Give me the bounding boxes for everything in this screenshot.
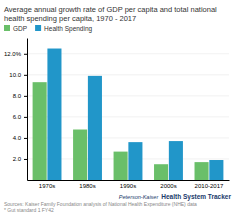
- x-axis: 1970s 1980s 1990s 2000s 2010-2017: [28, 180, 230, 189]
- bar: [88, 76, 102, 180]
- source: Sources: Kaiser Family Foundation analys…: [4, 201, 198, 213]
- y-tick-mark: [24, 75, 27, 76]
- bar: [169, 141, 183, 180]
- x-tick: 1990s: [120, 180, 136, 189]
- y-tick-mark: [24, 54, 27, 55]
- y-tick-label: 4.0: [13, 135, 22, 141]
- bar: [154, 164, 168, 180]
- y-tick-label: 8.0: [13, 93, 22, 99]
- y-tick-mark: [24, 159, 27, 160]
- x-tick-label: 2000s: [160, 183, 176, 189]
- y-tick-mark: [24, 117, 27, 118]
- title-line: health spending per capita, 1970 - 2017: [4, 14, 136, 23]
- x-tick-label: 1980s: [79, 183, 95, 189]
- bar: [195, 162, 209, 180]
- x-tick-label: 1970s: [39, 183, 55, 189]
- y-axis: 2.0 4.0 6.0 8.0 10.0 12.0%: [4, 39, 28, 181]
- bar: [128, 142, 142, 180]
- y-tick-label: 12.0%: [4, 51, 22, 57]
- y-tick-label: 6.0: [13, 114, 22, 120]
- y-tick-label: 2.0: [13, 156, 22, 162]
- x-tick: 2000s: [160, 180, 176, 189]
- x-tick-label: 1990s: [120, 183, 136, 189]
- y-tick: 6.0: [13, 114, 27, 120]
- chart-container: Average annual growth rate of GDP per ca…: [0, 0, 235, 215]
- bars: [33, 49, 224, 180]
- legend-label: GDP: [13, 25, 27, 32]
- bar: [114, 152, 128, 180]
- y-tick: 10.0: [9, 72, 27, 78]
- title-line: Average annual growth rate of GDP per ca…: [4, 5, 219, 14]
- bar: [47, 49, 61, 180]
- y-tick-mark: [24, 138, 27, 139]
- y-tick-label: 10.0: [9, 72, 21, 78]
- legend-swatch: [4, 25, 10, 31]
- legend-label: Health Spending: [44, 25, 92, 33]
- footer-label: Peterson-Kaiser: [119, 194, 160, 200]
- x-axis-line: [28, 180, 230, 181]
- x-tick-label: 2010-2017: [195, 183, 224, 189]
- chart-svg: Average annual growth rate of GDP per ca…: [0, 0, 235, 215]
- title: Average annual growth rate of GDP per ca…: [4, 5, 219, 23]
- y-tick: 8.0: [13, 93, 27, 99]
- source-line: * Gut standard 1 FY42: [4, 207, 54, 213]
- y-tick: 12.0%: [4, 51, 27, 57]
- legend-swatch: [35, 25, 41, 31]
- y-axis-line: [27, 39, 28, 181]
- y-tick-mark: [24, 96, 27, 97]
- x-tick: 2010-2017: [195, 180, 224, 189]
- bar: [33, 82, 47, 180]
- bar: [73, 130, 87, 180]
- bar: [209, 160, 223, 180]
- x-tick: 1970s: [39, 180, 55, 189]
- footer-brand: Health System Tracker: [161, 193, 231, 201]
- x-tick: 1980s: [79, 180, 95, 189]
- bar-series: [47, 49, 223, 180]
- y-tick: 4.0: [13, 135, 27, 141]
- legend: GDP Health Spending: [4, 25, 93, 33]
- y-tick: 2.0: [13, 156, 27, 162]
